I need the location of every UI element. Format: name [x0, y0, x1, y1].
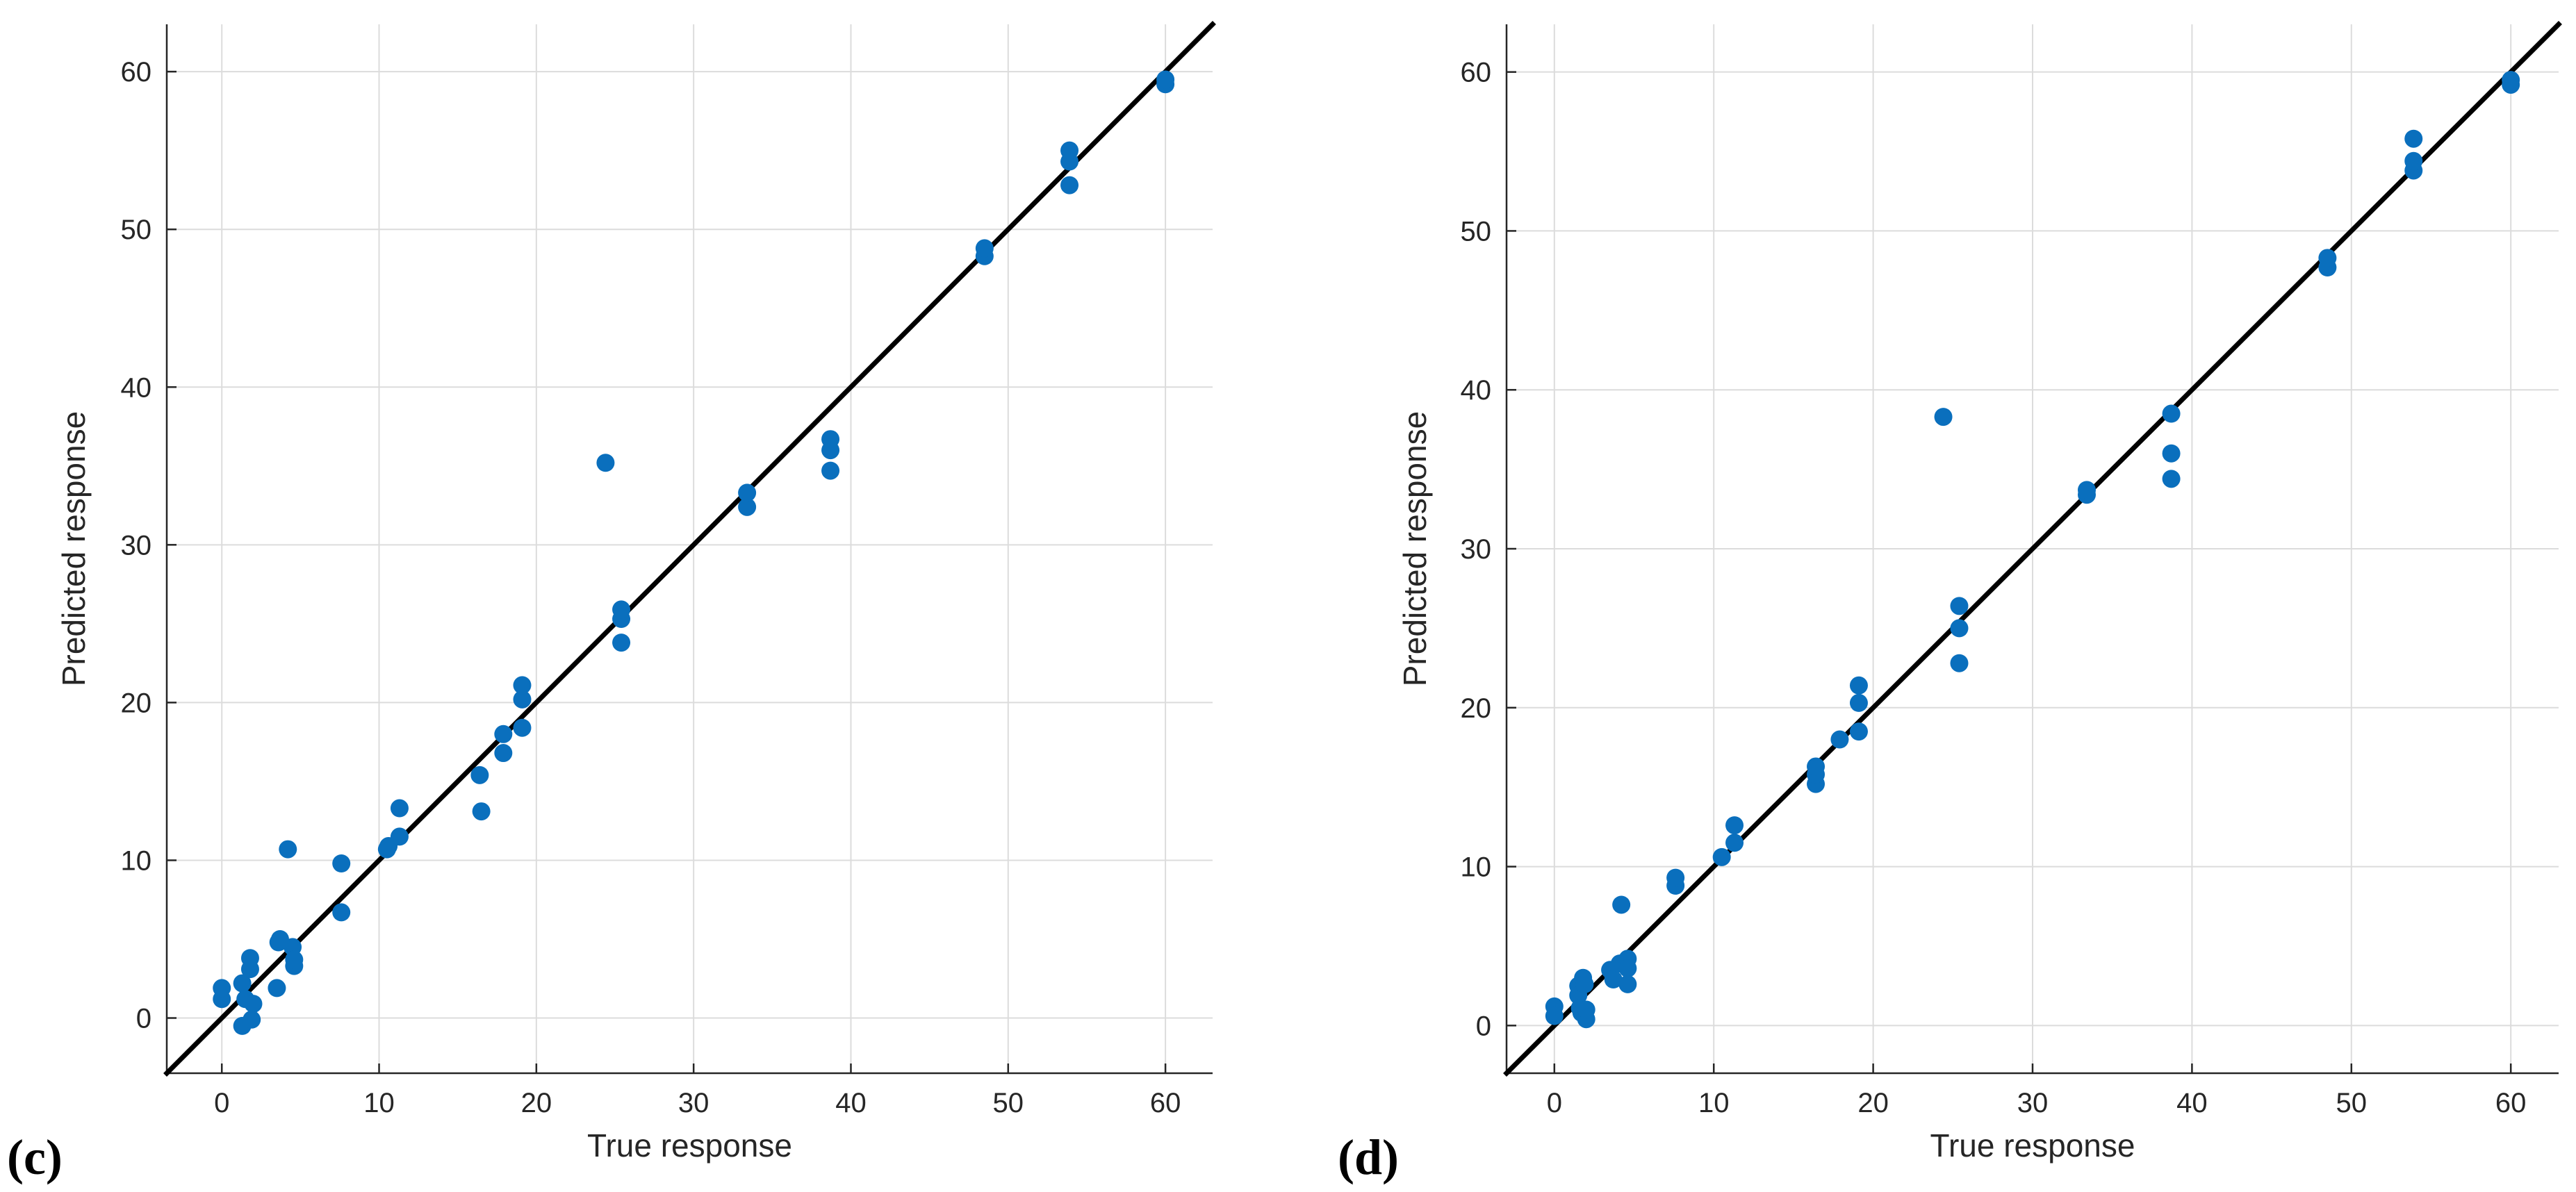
y-tick-label: 50 [121, 215, 152, 245]
data-point [1712, 847, 1731, 866]
data-point [285, 950, 304, 969]
data-point [213, 979, 231, 998]
data-point [2404, 129, 2423, 148]
data-point [470, 765, 489, 784]
data-point [975, 239, 994, 258]
data-point [1618, 975, 1637, 993]
data-point [472, 802, 491, 821]
x-tick-label: 0 [214, 1088, 229, 1118]
x-tick-label: 60 [1150, 1088, 1181, 1118]
y-tick-label: 10 [121, 845, 152, 876]
y-tick-label: 20 [1461, 693, 1492, 724]
y-tick-label: 40 [1461, 375, 1492, 406]
data-point [738, 483, 757, 502]
x-tick-label: 10 [1698, 1088, 1730, 1118]
x-tick-label: 50 [993, 1088, 1024, 1118]
y-tick-label: 20 [121, 688, 152, 718]
x-tick-label: 40 [835, 1088, 867, 1118]
data-point [2502, 71, 2520, 90]
panel-d: 0 10 20 30 40 50 60 0 10 20 30 40 50 60 True response P… [1338, 21, 2562, 1185]
y-tick-label: 30 [1461, 534, 1492, 565]
data-point [1666, 868, 1685, 887]
data-point [612, 634, 631, 652]
x-tick-label: 10 [363, 1088, 395, 1118]
data-point [233, 974, 252, 993]
data-point [244, 995, 263, 1013]
x-tick-label: 20 [521, 1088, 552, 1118]
data-point [821, 430, 840, 449]
data-point [1725, 816, 1744, 835]
panel-c: 0 10 20 30 40 50 60 0 10 20 30 40 50 60 True response P… [7, 21, 1216, 1185]
data-point [596, 454, 615, 472]
data-point [1575, 975, 1594, 993]
y-tick-label: 30 [121, 530, 152, 561]
data-point [1950, 597, 1969, 615]
y-tick-label: 60 [1461, 58, 1492, 88]
data-point [2318, 249, 2337, 267]
data-point [1725, 834, 1744, 852]
data-point [390, 799, 409, 818]
data-point [2162, 444, 2181, 463]
y-tick-label: 50 [1461, 216, 1492, 247]
data-point [1156, 70, 1175, 89]
data-point [2162, 404, 2181, 423]
data-point [494, 725, 513, 743]
data-point [1604, 970, 1623, 989]
data-point [1950, 654, 1969, 672]
data-point [1934, 408, 1953, 427]
data-point [240, 949, 259, 968]
data-point [1612, 895, 1631, 914]
data-point [738, 497, 757, 516]
data-point [1618, 959, 1637, 977]
x-tick-label: 0 [1547, 1088, 1562, 1118]
identity-reference-line [163, 21, 1216, 1077]
data-point [1060, 176, 1079, 194]
data-point [1849, 676, 1868, 695]
data-point [390, 827, 409, 846]
y-tick-label: 10 [1461, 852, 1492, 883]
x-axis-label: True response [1930, 1127, 2135, 1164]
x-tick-label: 30 [2017, 1088, 2049, 1118]
y-axis-label: Predicted response [1397, 411, 1433, 686]
identity-reference-line [1503, 21, 2562, 1077]
data-point [1950, 619, 1969, 638]
panel-label: (c) [7, 1129, 63, 1185]
data-point [1849, 722, 1868, 741]
y-tick-label: 0 [136, 1004, 151, 1034]
y-tick-label: 0 [1476, 1011, 1491, 1041]
x-axis-label: True response [587, 1127, 792, 1164]
data-point [513, 676, 532, 695]
data-point [268, 979, 286, 998]
data-point [332, 854, 351, 872]
data-point [279, 840, 297, 859]
x-tick-label: 30 [678, 1088, 709, 1118]
data-point [1577, 1000, 1595, 1019]
x-tick-label: 60 [2495, 1088, 2527, 1118]
data-point [2077, 481, 2096, 499]
data-point [1807, 757, 1826, 776]
data-point [2162, 470, 2181, 488]
data-point [243, 1010, 261, 1029]
y-axis-label: Predicted response [56, 411, 92, 686]
x-tick-label: 40 [2176, 1088, 2208, 1118]
data-point [513, 690, 532, 709]
x-tick-label: 50 [2336, 1088, 2368, 1118]
data-point [821, 461, 840, 480]
panel-label: (d) [1338, 1129, 1399, 1185]
data-point [332, 903, 351, 922]
y-tick-label: 60 [121, 57, 152, 88]
data-point [1545, 1007, 1564, 1025]
data-point [494, 744, 513, 763]
data-point [2404, 151, 2423, 170]
data-point [1830, 730, 1849, 749]
data-point [1849, 693, 1868, 712]
y-tick-label: 40 [121, 372, 152, 403]
data-point [1060, 141, 1079, 160]
x-tick-label: 20 [1857, 1088, 1889, 1118]
data-point [612, 600, 631, 619]
data-point [513, 718, 532, 737]
